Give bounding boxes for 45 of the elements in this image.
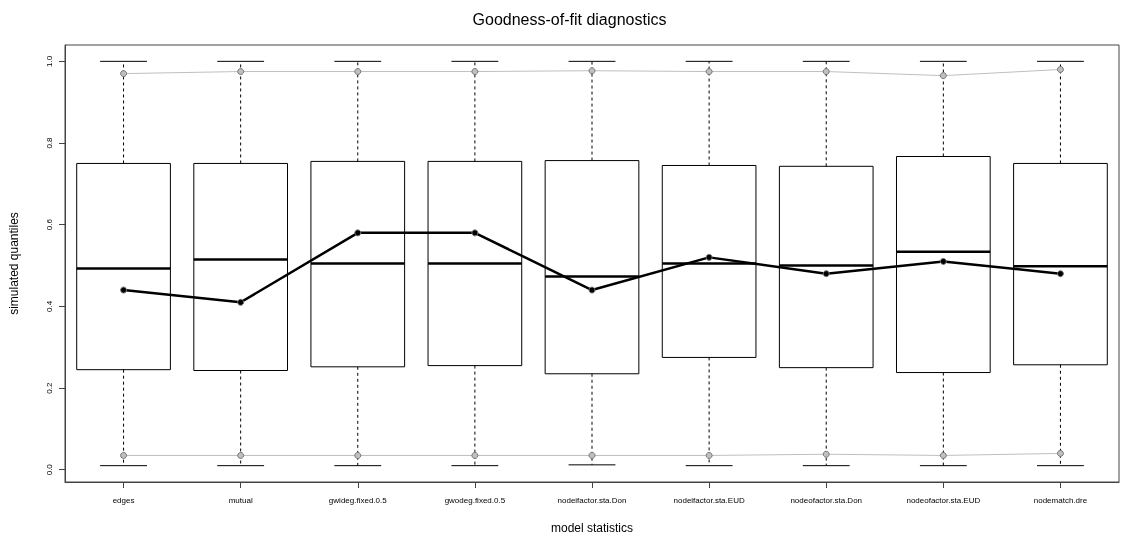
y-tick-label: 0.0 [44, 463, 54, 476]
y-axis-title: simulated quantiles [7, 212, 21, 315]
x-tick-label: edges [112, 495, 135, 505]
point [822, 450, 830, 458]
x-axis-title: model statistics [550, 521, 634, 535]
y-tick-label: 0.2 [44, 381, 54, 394]
chart-title: Goodness-of-fit diagnostics [472, 10, 667, 28]
point [705, 451, 713, 459]
point [1056, 66, 1064, 73]
point [120, 286, 128, 294]
x-tick-label: nodematch.dre [1033, 495, 1088, 505]
point [471, 229, 479, 237]
point [822, 270, 830, 278]
x-tick-label: mutual [228, 495, 253, 505]
point [354, 68, 362, 76]
point [354, 229, 362, 237]
point [237, 298, 245, 306]
point [822, 68, 830, 76]
y-tick-label: 0.8 [44, 136, 54, 149]
point [588, 286, 596, 294]
point [705, 253, 713, 261]
y-tick-label: 0.6 [44, 218, 54, 231]
x-tick-label: gwideg.fixed.0.5 [328, 495, 388, 505]
point [705, 68, 713, 76]
point [237, 68, 245, 76]
point [939, 451, 947, 459]
y-tick-label: 1.0 [44, 55, 54, 67]
point [471, 68, 479, 76]
point [1056, 270, 1064, 278]
x-tick-label: nodeofactor.sta.EUD [906, 495, 981, 505]
point [120, 70, 128, 78]
point [354, 451, 362, 459]
point [588, 451, 596, 459]
x-tick-label: nodeifactor.sta.Don [557, 495, 627, 505]
x-tick-label: nodeofactor.sta.Don [790, 495, 863, 505]
point [939, 72, 947, 80]
x-tick-label: gwodeg.fixed.0.5 [444, 495, 506, 505]
point [1056, 449, 1064, 457]
point [588, 67, 596, 75]
y-tick-label: 0.4 [44, 300, 54, 312]
point [120, 451, 128, 459]
point [939, 257, 947, 265]
point [471, 451, 479, 459]
x-tick-label: nodeifactor.sta.EUD [673, 495, 745, 505]
point [237, 451, 245, 459]
